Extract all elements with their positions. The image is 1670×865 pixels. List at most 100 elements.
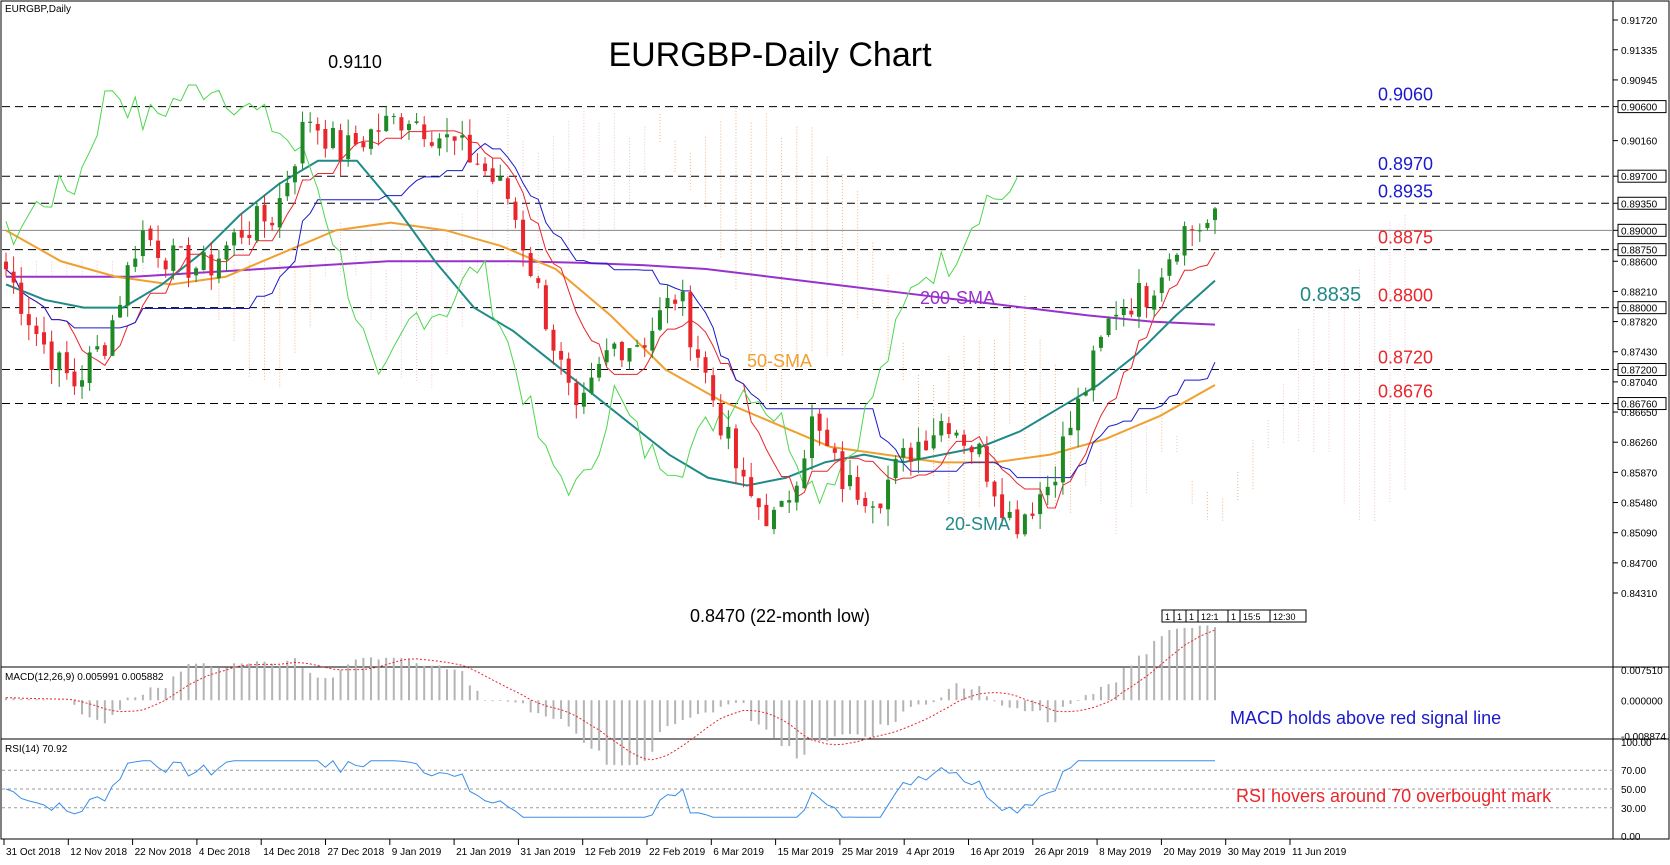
candle-body (445, 134, 450, 138)
candle-body (513, 201, 518, 220)
price-axis: 0.91720 0.91335 0.90945 0.90600 0.90160 0.897… (1613, 16, 1667, 600)
candle-body (901, 448, 906, 458)
candle-body (688, 292, 693, 348)
candle-body (87, 352, 92, 384)
date-label: 20 May 2019 (1163, 847, 1221, 858)
candle-body (1045, 486, 1050, 496)
macd-label: MACD(12,26,9) 0.005991 0.005882 (5, 672, 164, 683)
sma50-label: 50-SMA (747, 351, 812, 371)
price-tick-label: 0.89000 (1621, 226, 1658, 237)
candle-body (460, 135, 465, 138)
price-tick-label: 0.87200 (1621, 366, 1658, 377)
candle-body (863, 497, 868, 507)
candle-body (368, 129, 373, 149)
candle-body (1205, 222, 1210, 229)
level-label: 0.8935 (1378, 181, 1433, 201)
macd-tick-label: 0.000000 (1621, 696, 1663, 707)
level-label: 0.8720 (1378, 348, 1433, 368)
price-tick-label: 0.90600 (1621, 103, 1658, 114)
price-tick-label: 0.84310 (1621, 589, 1658, 600)
price-tick-label: 0.88600 (1621, 257, 1658, 268)
date-label: 11 Jun 2019 (1292, 847, 1347, 858)
candle-body (612, 343, 617, 349)
candle-body (916, 441, 921, 461)
candle-body (711, 375, 716, 401)
timeframe-button-label: 1 (1231, 612, 1236, 622)
date-label: 31 Oct 2018 (6, 847, 61, 858)
candle-body (992, 481, 997, 497)
candle-body (1038, 494, 1043, 515)
candle-body (19, 282, 24, 314)
candle-body (756, 498, 761, 508)
candle-body (635, 345, 640, 347)
candle-body (277, 198, 282, 228)
candle-body (946, 423, 951, 435)
date-label: 12 Feb 2019 (585, 847, 642, 858)
candle-body (422, 124, 427, 140)
candle-body (528, 253, 533, 276)
candle-body (551, 329, 556, 351)
candle-body (1129, 310, 1134, 315)
price-tick-label: 0.85870 (1621, 468, 1658, 479)
candle-body (270, 222, 275, 226)
price-tag (1617, 100, 1667, 114)
candle-body (604, 350, 609, 363)
timeframe-button-label: 1 (1189, 612, 1194, 622)
candle-body (414, 121, 419, 123)
candle-body (232, 232, 237, 246)
date-label: 21 Jan 2019 (456, 847, 511, 858)
candle-body (102, 345, 107, 356)
price-tick-label: 0.91720 (1621, 16, 1658, 27)
candle-body (475, 163, 480, 165)
price-tick-label: 0.86260 (1621, 438, 1658, 449)
level-label: 0.8970 (1378, 154, 1433, 174)
timeframe-button[interactable] (1269, 609, 1307, 623)
candle-body (726, 426, 731, 439)
candle-body (1159, 277, 1164, 294)
candle-body (536, 278, 541, 283)
candle-body (1000, 494, 1005, 518)
macd-tick-label: -0.008874 (1621, 732, 1666, 743)
candle-body (156, 240, 161, 258)
candle-body (1091, 350, 1096, 391)
candle-body (597, 363, 602, 378)
date-label: 14 Dec 2018 (263, 847, 320, 858)
candle-body (703, 357, 708, 373)
price-tag (1617, 169, 1667, 183)
candle-body (1182, 226, 1187, 256)
price-tick-label: 0.91335 (1621, 46, 1658, 57)
candle-body (1114, 314, 1119, 317)
candle-body (931, 435, 936, 449)
candle-body (521, 219, 526, 251)
date-label: 25 Mar 2019 (842, 847, 899, 858)
candle-body (810, 416, 814, 459)
candle-body (285, 182, 290, 197)
candle-body (308, 121, 313, 123)
candle-body (627, 348, 632, 362)
candle-body (361, 141, 366, 148)
candle-body (962, 434, 967, 446)
date-label: 8 May 2019 (1099, 847, 1152, 858)
candle-body (848, 475, 853, 487)
candle-body (64, 352, 69, 374)
date-label: 22 Feb 2019 (649, 847, 706, 858)
candle-body (543, 285, 548, 330)
date-label: 16 Apr 2019 (971, 847, 1025, 858)
candle-body (840, 451, 845, 490)
date-label: 4 Dec 2018 (199, 847, 251, 858)
candle-body (817, 413, 822, 431)
rsi-tick-label: 0.00 (1621, 832, 1641, 843)
sma200-label: 200-SMA (920, 288, 995, 308)
chart-title: EURGBP-Daily Chart (608, 36, 932, 74)
indicator-lines (5, 84, 1216, 509)
candle-body (490, 168, 495, 182)
symbol-label: EURGBP,Daily (5, 4, 71, 15)
candle-body (695, 349, 700, 358)
candle-body (330, 127, 335, 148)
date-label: 6 Mar 2019 (713, 847, 764, 858)
candle-body (1030, 513, 1035, 516)
candle-body (680, 291, 685, 302)
candle-body (741, 469, 746, 477)
candle-body (665, 297, 670, 308)
candle-body (1167, 259, 1172, 276)
